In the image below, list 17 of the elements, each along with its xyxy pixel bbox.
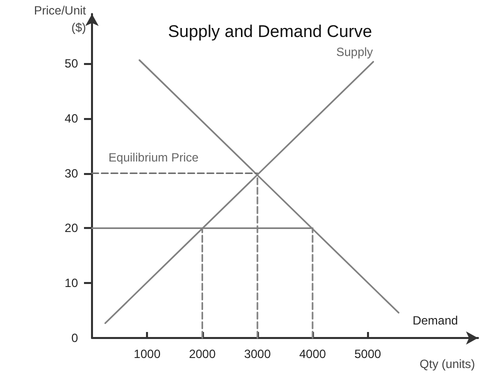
x-tick-label: 5000	[354, 347, 382, 361]
y-axis-title: Price/Unit ($)	[34, 4, 87, 34]
y-tick-label: 50	[64, 56, 78, 70]
x-tick-label: 1000	[134, 347, 161, 361]
annotation: Equilibrium Price	[108, 150, 199, 164]
y-tick-label: 10	[64, 276, 78, 290]
chart-title: Supply and Demand Curve	[168, 22, 372, 41]
x-tick-label: 2000	[188, 347, 216, 361]
x-tick-label: 3000	[244, 347, 272, 361]
y-tick-label: 0	[71, 331, 78, 345]
y-tick-label: 20	[64, 221, 78, 236]
x-tick-label: 4000	[299, 347, 326, 361]
x-axis-title: Qty (units)	[420, 357, 475, 371]
y-tick-label: 40	[64, 111, 78, 126]
y-tick-label: 30	[64, 166, 78, 180]
series-label: Supply	[336, 44, 373, 59]
series-label: Demand	[412, 314, 458, 328]
